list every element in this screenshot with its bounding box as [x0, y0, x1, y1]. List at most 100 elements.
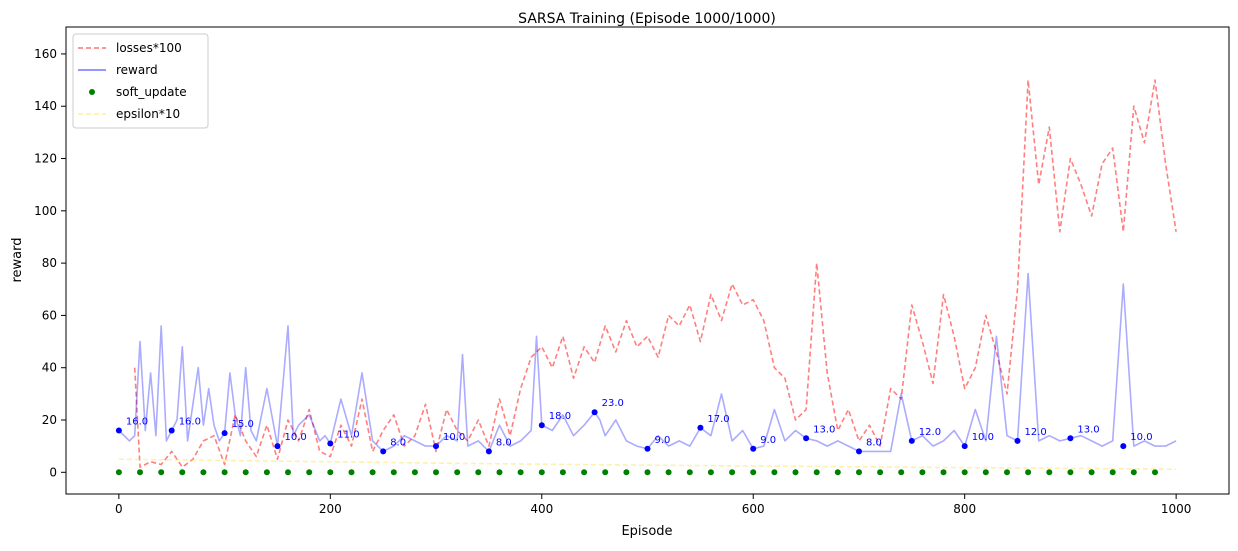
legend-label: reward [116, 63, 158, 77]
reward-marker [697, 424, 704, 431]
y-tick-label: 40 [42, 361, 57, 375]
x-tick-label: 1000 [1161, 502, 1192, 516]
reward-marker [327, 440, 334, 447]
reward-annotation-label: 12.0 [1025, 427, 1047, 438]
reward-marker [115, 427, 122, 434]
reward-marker [591, 409, 598, 416]
soft-update-point [475, 469, 482, 476]
soft-update-point [1130, 469, 1137, 476]
y-tick-label: 60 [42, 308, 57, 322]
legend: losses*100 reward soft_update epsilon*10 [72, 33, 209, 129]
soft-update-point [200, 469, 207, 476]
reward-marker [1120, 443, 1127, 450]
soft-update-point [707, 469, 714, 476]
soft-update-point [898, 469, 905, 476]
soft-update-point [348, 469, 355, 476]
y-axis-ticks: 0 20 40 60 80 100 120 140 160 [34, 47, 66, 479]
losses-100-line [133, 79, 1177, 468]
reward-marker [538, 422, 545, 429]
soft-update-point [856, 469, 862, 476]
soft-update-point [623, 469, 630, 476]
reward-annotation-label: 12.0 [919, 427, 941, 438]
x-tick-label: 400 [530, 502, 553, 516]
reward-annotation-label: 16.0 [126, 417, 148, 428]
soft-update-point [813, 469, 820, 476]
reward-marker [433, 443, 439, 450]
legend-entry-soft-update: soft_update [89, 85, 187, 99]
reward-marker [856, 448, 862, 455]
y-tick-label: 0 [49, 465, 57, 479]
x-axis-ticks: 0 200 400 600 800 1000 [115, 494, 1191, 516]
soft-update-point [1109, 469, 1116, 476]
soft-update-point [834, 469, 841, 476]
soft-update-point [559, 469, 566, 476]
plot-frame [65, 26, 1230, 495]
reward-annotation-label: 16.0 [179, 417, 201, 428]
reward-annotation-label: 10.0 [972, 432, 994, 443]
reward-annotation-label: 18.0 [549, 411, 571, 422]
reward-marker [168, 427, 175, 434]
reward-marker [961, 443, 968, 450]
soft-update-point [496, 469, 503, 476]
soft-update-point [115, 469, 122, 476]
legend-label: losses*100 [116, 41, 182, 55]
x-axis-label: Episode [621, 524, 672, 539]
soft-update-point [306, 469, 313, 476]
reward-annotation-label: 13.0 [1077, 424, 1099, 435]
reward-line [118, 272, 1177, 453]
soft-update-point [411, 469, 418, 476]
soft-update-point [686, 469, 693, 476]
legend-swatch [89, 89, 95, 95]
soft-update-point [792, 469, 799, 476]
series-layer [115, 79, 1177, 476]
reward-annotation-label: 9.0 [655, 435, 671, 446]
chart-title: SARSA Training (Episode 1000/1000) [518, 11, 776, 27]
soft-update-point [961, 469, 968, 476]
soft-update-point [581, 469, 588, 476]
reward-marker [485, 448, 492, 455]
legend-label: soft_update [116, 85, 187, 99]
x-tick-label: 600 [742, 502, 765, 516]
soft-update-point [390, 469, 397, 476]
soft-update-point [729, 469, 736, 476]
reward-annotation-label: 10.0 [443, 432, 465, 443]
y-tick-label: 100 [34, 204, 57, 218]
soft-update-point [158, 469, 165, 476]
reward-marker [644, 445, 651, 452]
soft-update-point [179, 469, 186, 476]
x-tick-label: 0 [115, 502, 123, 516]
soft-update-point [433, 469, 439, 476]
reward-annotation-label: 8.0 [866, 437, 882, 448]
reward-marker [221, 430, 228, 437]
soft-update-point [644, 469, 651, 476]
y-tick-label: 140 [34, 99, 57, 113]
soft-update-point [369, 469, 376, 476]
soft-update-point [285, 469, 291, 476]
soft-update-point [538, 469, 545, 476]
y-tick-label: 160 [34, 47, 57, 61]
reward-annotation-label: 8.0 [390, 437, 406, 448]
y-tick-label: 20 [42, 413, 57, 427]
soft-update-point [602, 469, 609, 476]
legend-label: epsilon*10 [116, 107, 180, 121]
reward-annotation-label: 17.0 [707, 414, 729, 425]
legend-entry-epsilon-10: epsilon*10 [78, 107, 180, 121]
reward-marker [803, 435, 810, 442]
soft-update-point [517, 469, 524, 476]
soft-update-point [454, 469, 461, 476]
reward-marker [750, 445, 757, 452]
reward-annotation-label: 11.0 [337, 430, 359, 441]
x-tick-label: 800 [953, 502, 976, 516]
reward-marker [908, 437, 915, 444]
reward-marker [1067, 435, 1074, 442]
soft-update-point [1088, 469, 1095, 476]
x-tick-label: 200 [319, 502, 342, 516]
soft-update-point [940, 469, 947, 476]
legend-entry-reward: reward [78, 63, 158, 77]
reward-annotation-label: 23.0 [602, 398, 624, 409]
y-tick-label: 120 [34, 152, 57, 166]
soft-update-point [1046, 469, 1053, 476]
reward-annotation-label: 15.0 [232, 419, 254, 430]
